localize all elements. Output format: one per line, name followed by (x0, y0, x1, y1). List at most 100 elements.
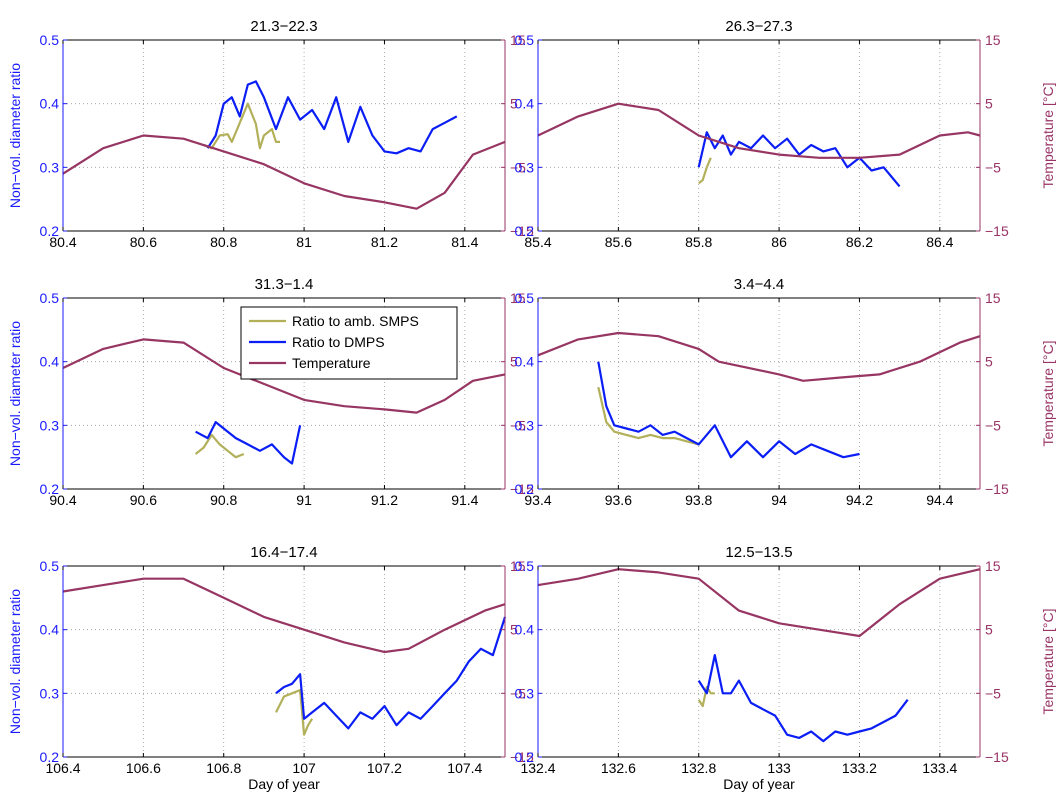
x-tick-label: 132.8 (681, 760, 716, 776)
chart-panel-6: 132.4 132.6 132.8 133 133.2 133.4 0.2 0.3 0.4 0.5… (515, 544, 1056, 792)
x-tick-label: 106.6 (126, 760, 161, 776)
y-tick-label: 0.5 (40, 32, 60, 48)
x-tick-label: 85.4 (524, 234, 551, 250)
y-tick-label: 0.2 (515, 481, 535, 497)
series-temperature-line (537, 568, 981, 638)
series-temperature-line (62, 134, 506, 210)
y2-tick-label: 15 (985, 290, 1001, 306)
y2-tick-label: −5 (985, 685, 1001, 701)
x-tick-label: 86.4 (926, 234, 953, 250)
x-tick-label: 86.2 (846, 234, 873, 250)
y2-tick-label: −5 (985, 159, 1001, 175)
chart-panel-1: 80.4 80.6 80.8 81 81.2 81.4 0.2 0.3 0.4 0.5 −15 −5 5… (7, 18, 534, 250)
series-dmps-line (597, 361, 860, 459)
y-tick-label: 0.2 (40, 481, 60, 497)
y-tick-label: 0.5 (515, 558, 535, 574)
x-tick-label: 94.2 (846, 492, 873, 508)
x-tick-label: 91 (296, 492, 312, 508)
x-tick-label: 106.8 (206, 760, 241, 776)
x-tick-label: 107.2 (367, 760, 402, 776)
y2-tick-label: 5 (510, 622, 518, 638)
x-tick-label: 132.4 (520, 760, 555, 776)
y-tick-label: 0.2 (40, 749, 60, 765)
panel-title: 3.4−4.4 (734, 276, 784, 293)
x-tick-label: 93.6 (605, 492, 632, 508)
x-tick-label: 107 (292, 760, 316, 776)
x-tick-label: 133 (767, 760, 791, 776)
x-tick-label: 90.4 (49, 492, 76, 508)
y2-tick-label: −15 (985, 481, 1009, 497)
legend-entry: Ratio to DMPS (292, 334, 385, 350)
y2-tick-label: −5 (510, 417, 526, 433)
chart-panel-4: 93.4 93.6 93.8 94 94.2 94.4 0.2 0.3 0.4 0.5 −15 −5 5… (515, 276, 1056, 508)
y-tick-label: 0.2 (515, 223, 535, 239)
y-tick-label: 0.5 (40, 558, 60, 574)
panel-title: 26.3−27.3 (725, 18, 792, 35)
y-axis-label: Non−vol. diameter ratio (7, 589, 23, 734)
y2-tick-label: −5 (510, 685, 526, 701)
x-tick-label: 81 (296, 234, 312, 250)
y-tick-label: 0.3 (515, 685, 535, 701)
x-tick-label: 94 (771, 492, 787, 508)
series-temperature-line (537, 102, 981, 159)
panel-title: 31.3−1.4 (255, 276, 314, 293)
y-tick-label: 0.4 (40, 354, 60, 370)
y-tick-label: 0.3 (40, 685, 60, 701)
x-tick-label: 91.2 (371, 492, 398, 508)
y-tick-label: 0.4 (40, 96, 60, 112)
x-tick-label: 107.4 (447, 760, 482, 776)
legend-entry: Temperature (292, 355, 371, 371)
series-dmps-line (195, 421, 302, 465)
x-tick-label: 81.4 (451, 234, 478, 250)
series-smps-line (597, 386, 699, 446)
x-tick-label: 90.6 (130, 492, 157, 508)
y2-axis-label: Temperature [°C] (1040, 609, 1056, 715)
y2-tick-label: 15 (985, 558, 1001, 574)
series-smps-line (275, 688, 314, 736)
y-tick-label: 0.5 (515, 32, 535, 48)
y-tick-label: 0.3 (40, 417, 60, 433)
y2-tick-label: 15 (985, 32, 1001, 48)
series-smps-line (194, 433, 245, 459)
y2-tick-label: −5 (985, 417, 1001, 433)
plot-area (538, 298, 980, 489)
x-tick-label: 85.6 (605, 234, 632, 250)
series-dmps-line (275, 616, 507, 730)
plot-area (538, 40, 980, 231)
series-smps-line (697, 685, 715, 708)
series-temperature-line (537, 331, 981, 382)
series-smps-line (698, 157, 712, 185)
y-tick-label: 0.3 (515, 417, 535, 433)
x-tick-label: 80.6 (130, 234, 157, 250)
y2-tick-label: 15 (510, 558, 526, 574)
y2-tick-label: −15 (510, 223, 534, 239)
y-tick-label: 0.4 (515, 354, 535, 370)
x-tick-label: 106.4 (45, 760, 80, 776)
x-tick-label: 80.4 (49, 234, 76, 250)
series-temperature-line (62, 338, 506, 414)
series-temperature-line (62, 577, 506, 654)
y-tick-label: 0.2 (40, 223, 60, 239)
plot-area (538, 566, 980, 757)
plot-area (63, 40, 505, 231)
y2-tick-label: 5 (510, 96, 518, 112)
x-tick-label: 81.2 (371, 234, 398, 250)
y2-tick-label: −5 (510, 159, 526, 175)
x-tick-label: 94.4 (926, 492, 953, 508)
y-tick-label: 0.4 (515, 96, 535, 112)
y2-tick-label: −15 (510, 749, 534, 765)
x-tick-label: 93.4 (524, 492, 551, 508)
y2-tick-label: 5 (985, 96, 993, 112)
series-dmps-line (206, 80, 458, 155)
x-axis-label: Day of year (723, 776, 795, 792)
series-smps-line (203, 102, 280, 150)
chart-panel-5: 106.4 106.6 106.8 107 107.2 107.4 0.2 0.3 0.4 0.5… (7, 544, 534, 792)
plot-area (63, 566, 505, 757)
x-tick-label: 80.8 (210, 234, 237, 250)
x-tick-label: 91.4 (451, 492, 478, 508)
y2-tick-label: −15 (510, 481, 534, 497)
y2-tick-label: 5 (510, 354, 518, 370)
y2-tick-label: 15 (510, 32, 526, 48)
y-tick-label: 0.5 (515, 290, 535, 306)
